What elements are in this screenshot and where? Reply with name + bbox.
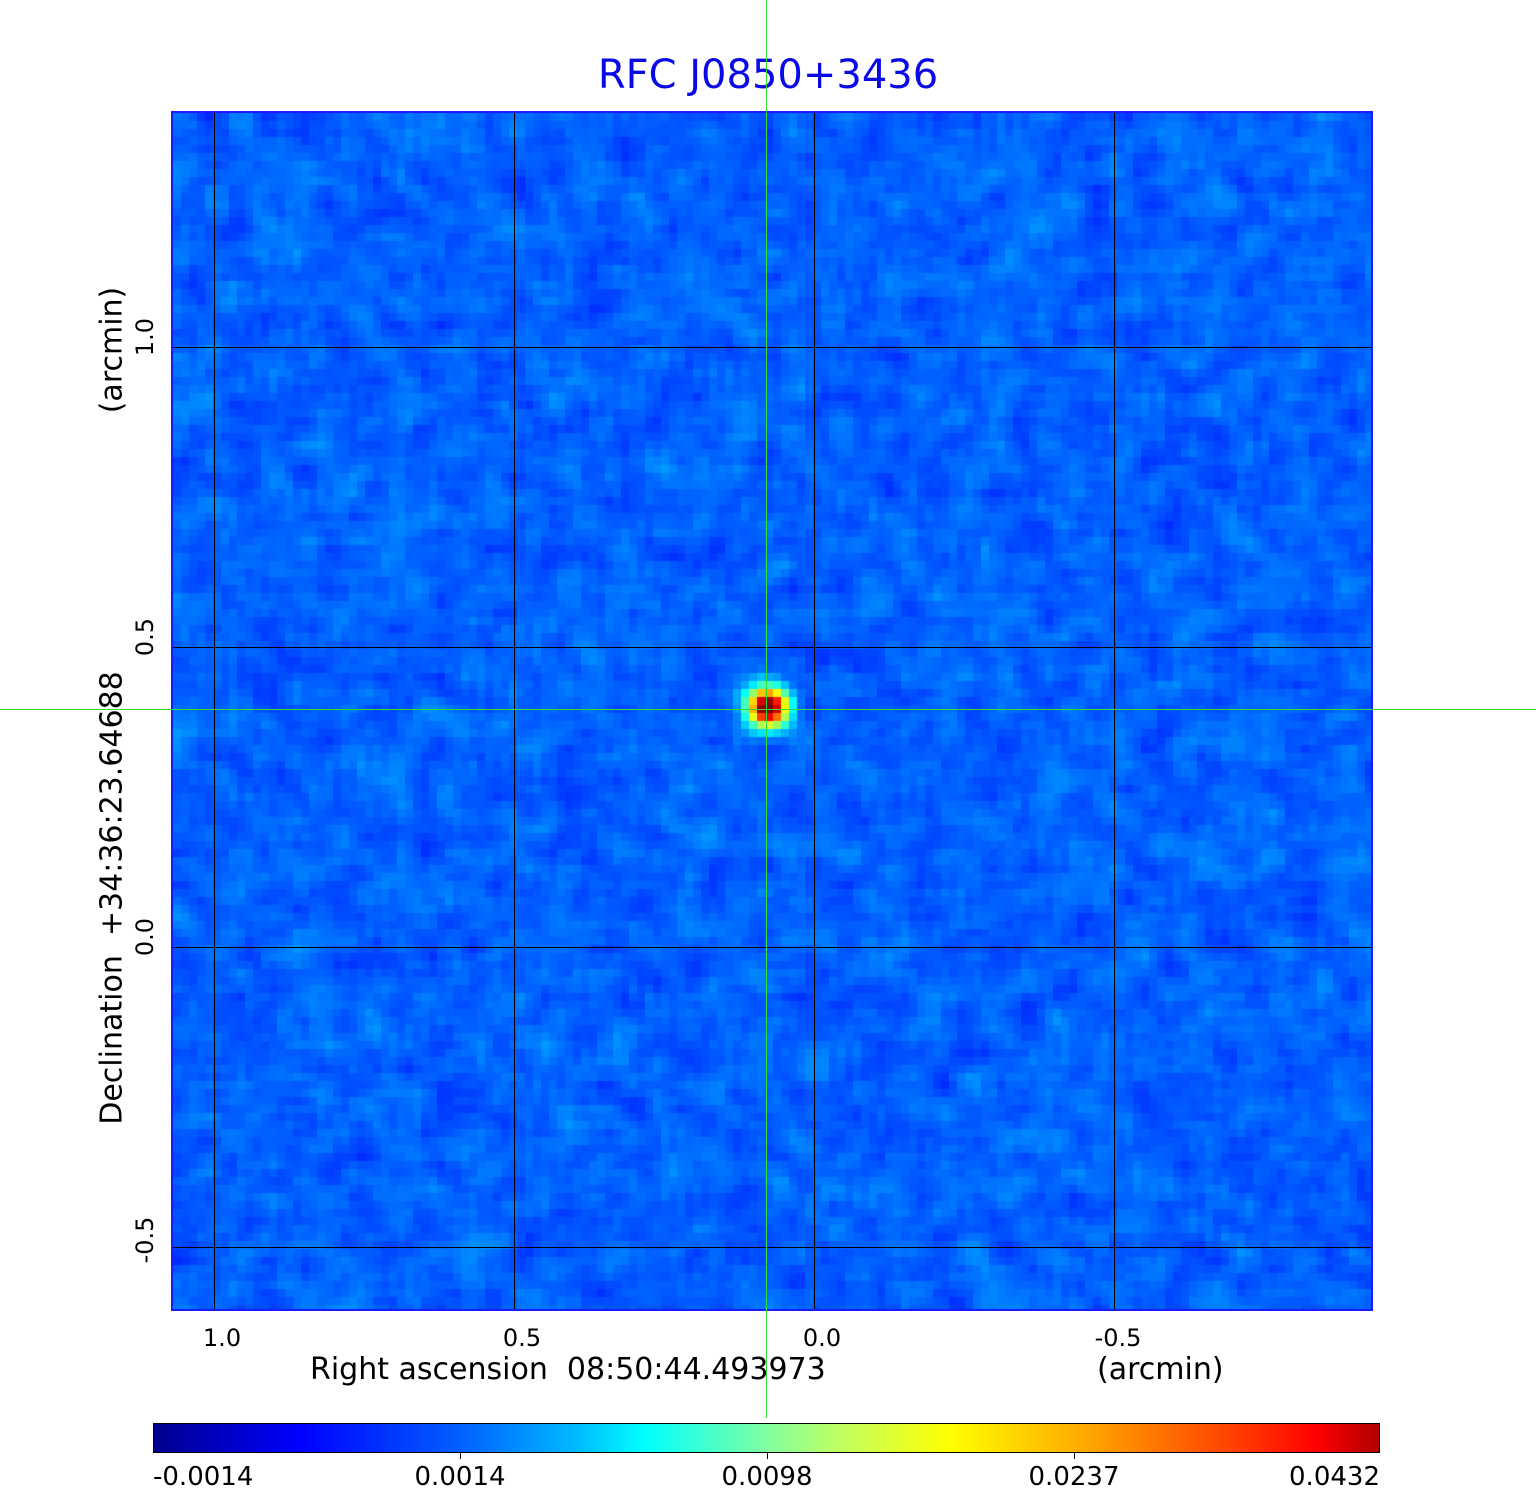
chart-title: RFC J0850+3436 — [597, 52, 939, 98]
y-tick-label: 1.0 — [131, 317, 159, 357]
colorbar-tick-label: 0.0237 — [1028, 1462, 1120, 1492]
grid-line-x--0.5 — [1114, 113, 1115, 1309]
x-tick-label: 0.0 — [802, 1324, 842, 1352]
colorbar-tick — [1074, 1453, 1075, 1459]
colorbar-tick — [767, 1453, 768, 1459]
x-axis-label: Right ascension 08:50:44.493973 — [310, 1352, 826, 1387]
grid-line-y--0.5 — [173, 1247, 1371, 1248]
x-tick-label: 0.5 — [502, 1324, 542, 1352]
grid-line-x-0.0 — [814, 113, 815, 1309]
colorbar-tick-label: 0.0432 — [1289, 1462, 1380, 1492]
grid-line-y-0.5 — [173, 647, 1371, 648]
x-tick-label: 1.0 — [202, 1324, 242, 1352]
y-tick-label: 0.5 — [131, 617, 159, 657]
image-plot-area[interactable] — [171, 111, 1373, 1311]
intensity-heatmap — [173, 113, 1371, 1309]
grid-line-y-0.0 — [173, 947, 1371, 948]
colorbar-tick-label: 0.0014 — [414, 1462, 506, 1492]
grid-line-x-0.5 — [514, 113, 515, 1309]
y-tick-label: -0.5 — [131, 1216, 159, 1264]
crosshair-horizontal — [0, 709, 1536, 710]
y-axis-label: Declination +34:36:23.64688 — [94, 671, 130, 1125]
colorbar-tick — [460, 1453, 461, 1459]
colorbar-tick-label: -0.0014 — [153, 1462, 254, 1492]
colorbar — [153, 1423, 1380, 1453]
grid-line-x-1.0 — [214, 113, 215, 1309]
grid-line-y-1.0 — [173, 347, 1371, 348]
x-axis-unit: (arcmin) — [1097, 1352, 1224, 1387]
y-axis-unit: (arcmin) — [94, 286, 130, 414]
x-tick-label: -0.5 — [1094, 1324, 1142, 1352]
colorbar-tick-label: 0.0098 — [721, 1462, 813, 1492]
y-tick-label: 0.0 — [131, 917, 159, 957]
